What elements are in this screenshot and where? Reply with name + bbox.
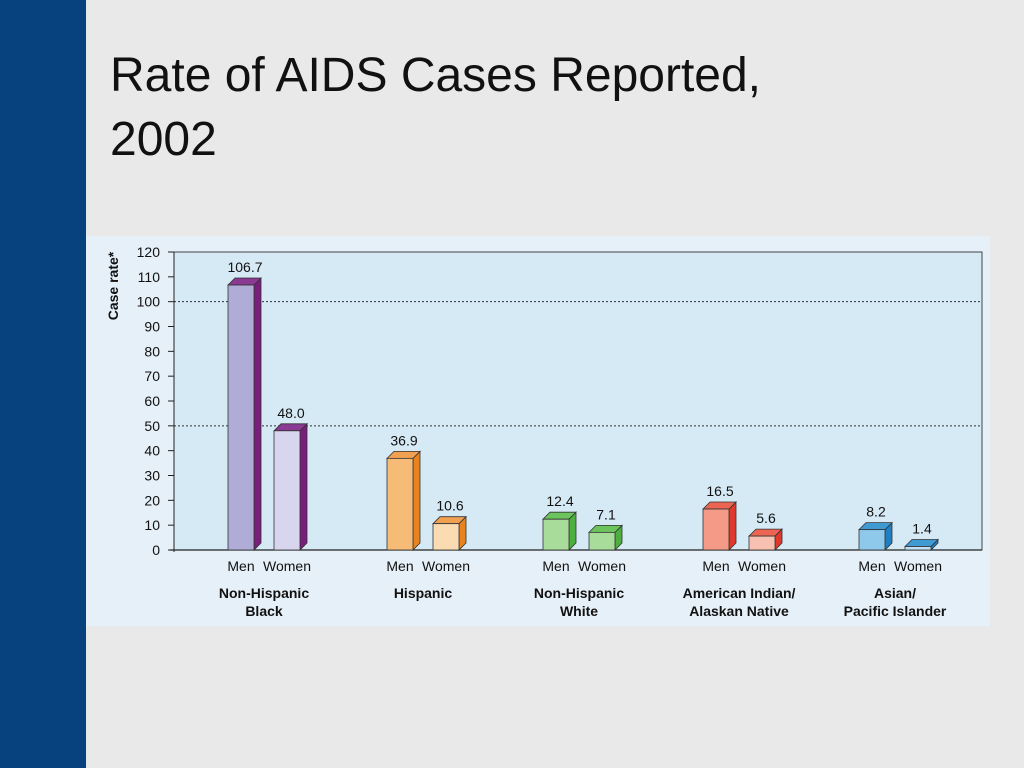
y-tick-label: 0 [152,542,160,558]
slide-title-line-2: 2002 [110,113,217,166]
bar-4-men [702,508,730,551]
bar-value-label: 1.4 [912,521,932,537]
y-tick-label: 20 [144,492,160,508]
y-tick-label: 30 [144,468,160,484]
bar-value-label: 7.1 [596,506,616,522]
bar-value-label: 48.0 [277,405,304,421]
x-tick-label: Men [858,558,885,574]
bar-side [728,501,737,551]
group-label: Asian/ [874,585,916,601]
bar-value-label: 16.5 [706,483,733,499]
x-tick-label: Women [263,558,311,574]
bar-value-label: 10.6 [436,498,463,514]
bar-value-label: 8.2 [866,504,886,520]
group-label: American Indian/ [683,585,796,601]
group-label: Non-Hispanic [534,585,624,601]
bar-value-label: 106.7 [227,259,262,275]
chart-panel: 0 10 20 30 40 50 60 70 80 90 100 110 120 Case rate* 10… [86,236,990,626]
y-tick-label: 40 [144,443,160,459]
bar-value-label: 36.9 [390,432,417,448]
bar-value-label: 5.6 [756,510,776,526]
bar-3-men [542,518,570,551]
x-tick-label: Women [422,558,470,574]
group-label: Black [245,603,283,619]
y-tick-label: 80 [144,343,160,359]
bar-5-women [904,546,932,551]
slide-sidebar [0,0,86,768]
y-tick-label: 60 [144,393,160,409]
y-tick-label: 70 [144,368,160,384]
y-tick-label: 110 [138,269,161,285]
bar-1-women [273,430,301,551]
y-tick-label: 120 [137,244,161,260]
x-tick-label: Women [578,558,626,574]
slide-title-line-1: Rate of AIDS Cases Reported, [110,49,761,102]
x-tick-label: Men [227,558,254,574]
x-tick-label: Men [702,558,729,574]
bar-2-men [386,457,414,551]
bar-chart: 0 10 20 30 40 50 60 70 80 90 100 110 120 Case rate* 10… [86,236,990,626]
bar-side [253,277,262,551]
y-axis-label: Case rate* [105,251,121,320]
bar-3-women [588,531,616,551]
bar-1-men [227,284,255,551]
x-tick-label: Women [894,558,942,574]
slide-title: Rate of AIDS Cases Reported, 2002 [110,44,970,172]
x-tick-label: Men [542,558,569,574]
x-tick-label: Women [738,558,786,574]
bar-4-women [748,535,776,551]
group-label: Alaskan Native [689,603,789,619]
group-label: White [560,603,598,619]
bar-value-label: 12.4 [546,493,573,509]
bar-side [299,422,308,551]
bar-5-men [858,529,886,551]
y-tick-label: 50 [144,418,160,434]
y-tick-label: 90 [144,319,160,335]
x-tick-label: Men [386,558,413,574]
group-label: Non-Hispanic [219,585,309,601]
bar-side [412,450,421,551]
bar-2-women [432,523,460,551]
y-tick-label: 100 [137,294,161,310]
group-label: Pacific Islander [844,603,947,619]
group-label: Hispanic [394,585,453,601]
y-tick-label: 10 [144,517,160,533]
